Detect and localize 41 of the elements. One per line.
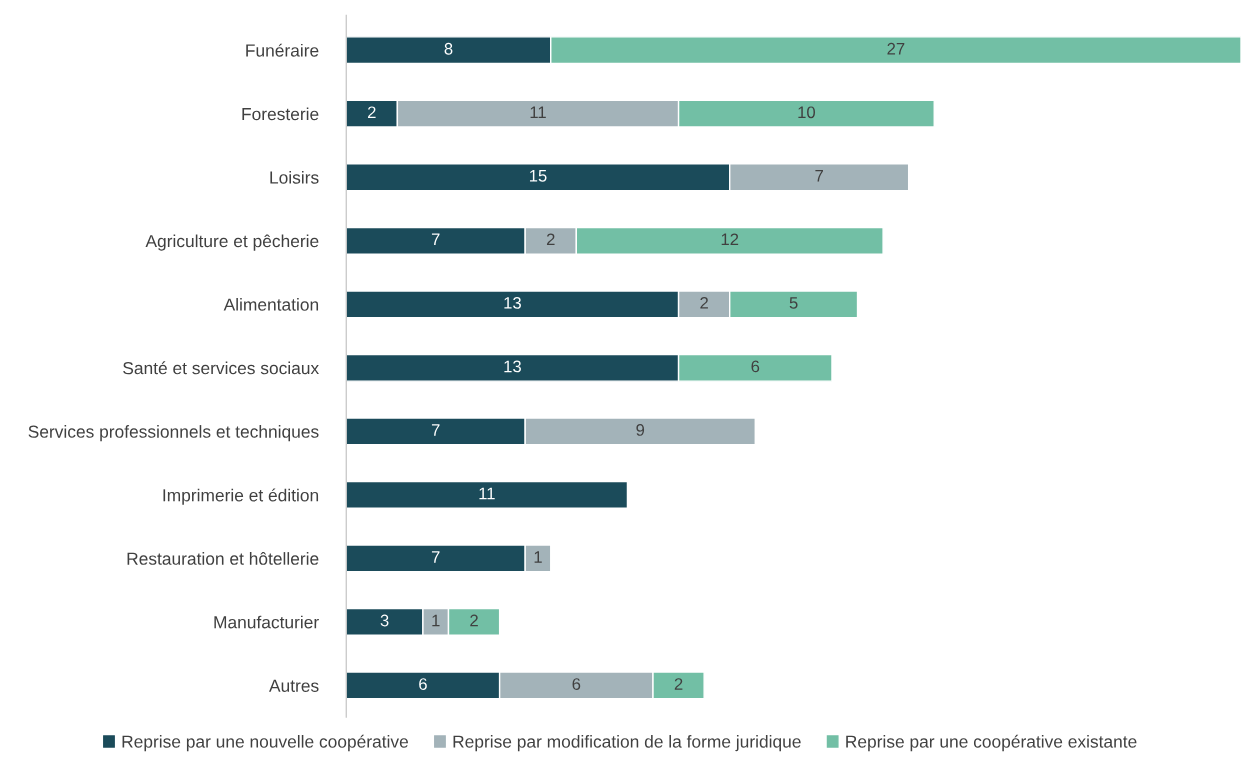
y-tick-label: Autres — [269, 679, 319, 692]
legend-label: Reprise par une nouvelle coopérative — [122, 734, 408, 752]
y-tick-label: Manufacturier — [214, 615, 319, 629]
y-tick-label: Restauration et hôtellerie — [127, 552, 319, 565]
data-label: 9 — [636, 424, 645, 436]
data-label: 7 — [431, 233, 440, 246]
data-label: 7 — [431, 551, 440, 563]
data-label: 1 — [432, 614, 440, 627]
y-tick-label: Funéraire — [246, 43, 319, 57]
data-label: 2 — [674, 678, 683, 690]
y-tick-label: Services professionnels et techniques — [28, 425, 319, 442]
data-label: 15 — [529, 170, 547, 182]
data-label: 8 — [444, 42, 453, 55]
data-label: 11 — [530, 106, 546, 119]
data-label: 5 — [789, 297, 798, 309]
data-label: 13 — [504, 360, 521, 373]
data-label: 2 — [700, 296, 708, 309]
data-label: 6 — [751, 360, 760, 373]
y-tick-label: Santé et services sociaux — [123, 361, 319, 375]
data-label: 7 — [815, 170, 823, 182]
data-label: 11 — [479, 487, 495, 500]
y-tick-label: Foresterie — [242, 107, 319, 121]
data-label: 7 — [431, 424, 440, 436]
bar — [346, 480, 629, 509]
data-label: 12 — [721, 233, 739, 246]
data-label: 2 — [546, 233, 555, 246]
legend-label: Reprise par une coopérative existante — [846, 734, 1137, 752]
y-tick-label: Agriculture et pêcherie — [145, 234, 319, 251]
data-label: 2 — [368, 106, 376, 119]
y-tick-label: Loisirs — [270, 170, 319, 184]
data-label: 3 — [380, 614, 389, 627]
data-label: 27 — [887, 42, 905, 55]
data-label: 1 — [534, 551, 542, 563]
legend-label: Reprise par modification de la forme juridique — [453, 735, 801, 752]
data-label: 10 — [798, 106, 816, 119]
data-label: 6 — [419, 678, 427, 690]
data-label: 2 — [470, 614, 478, 627]
y-tick-label: Imprimerie et édition — [163, 488, 319, 505]
data-label: 6 — [572, 678, 581, 690]
data-label: 13 — [504, 296, 521, 309]
y-tick-label: Alimentation — [223, 298, 319, 311]
